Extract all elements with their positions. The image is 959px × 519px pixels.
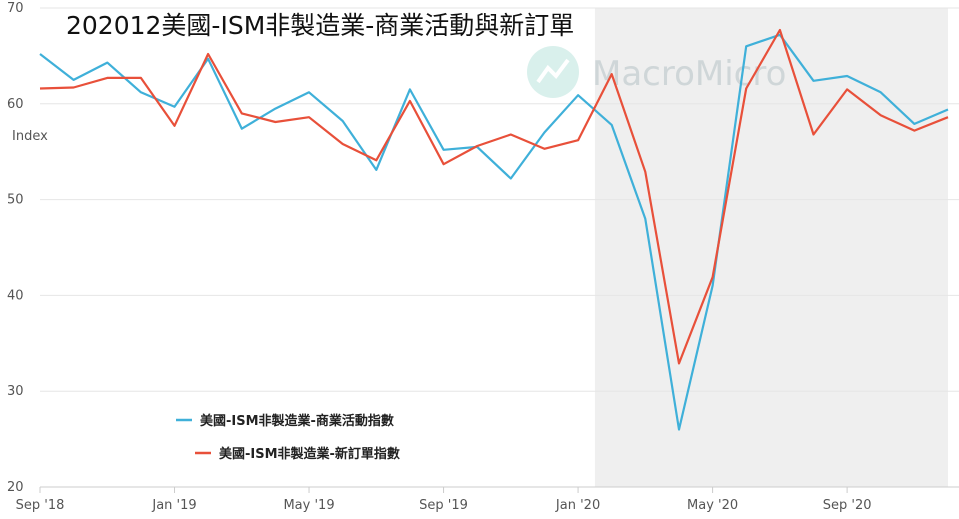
watermark: MacroMicro [527, 46, 786, 98]
legend-label[interactable]: 美國-ISM非製造業-新訂單指數 [219, 446, 400, 462]
y-tick-label: 30 [7, 384, 24, 399]
series-line-1 [39, 33, 949, 431]
x-tick-label: Jan '19 [151, 498, 196, 513]
y-tick-label: 50 [7, 193, 24, 208]
legend-label[interactable]: 美國-ISM非製造業-商業活動指數 [200, 413, 394, 429]
watermark-chart-icon [536, 58, 570, 84]
y-axis-label: Index [12, 129, 48, 144]
y-tick-label: 60 [7, 97, 24, 112]
series-line-2 [39, 28, 949, 365]
axis-layer: 20 30 40 50 60 70 Sep '18 Jan '19 May '19 Sep '19… [7, 1, 959, 513]
x-tick-label: May '19 [283, 498, 334, 513]
y-tick-label: 70 [7, 1, 24, 16]
shaded-region-layer [594, 8, 948, 487]
chart-title: 202012美國-ISM非製造業-商業活動與新訂單 [66, 11, 574, 40]
watermark-text: MacroMicro [592, 54, 786, 94]
series-layer [39, 28, 949, 431]
y-tick-label: 20 [7, 480, 24, 495]
x-tick-label: Jan '20 [555, 498, 600, 513]
shaded-region [594, 8, 948, 487]
x-tick-label: Sep '19 [419, 498, 468, 513]
x-tick-label: Sep '20 [823, 498, 872, 513]
x-tick-label: May '20 [687, 498, 738, 513]
y-tick-label: 40 [7, 288, 24, 303]
x-tick-label: Sep '18 [16, 498, 65, 513]
